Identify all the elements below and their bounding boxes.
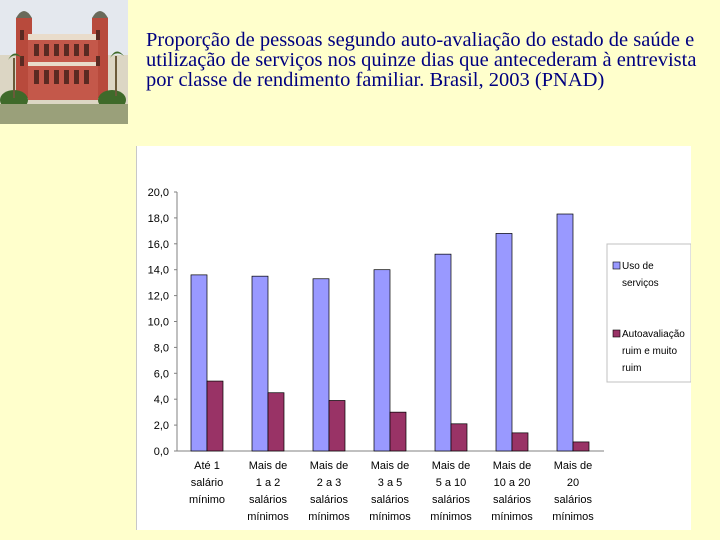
x-tick-label: Mais de (493, 460, 532, 472)
legend-box (606, 243, 692, 383)
x-tick-label: Até 1 (194, 460, 220, 472)
x-tick-label: salários (432, 494, 470, 506)
x-tick-label: 5 a 10 (436, 477, 467, 489)
y-tick-label: 14,0 (148, 265, 169, 277)
bar-uso-de-servicos (251, 275, 269, 452)
x-tick-label: Mais de (554, 460, 593, 472)
x-tick-label: 10 a 20 (494, 477, 531, 489)
x-tick-label: 20 (567, 477, 579, 489)
x-tick-label: mínimos (552, 511, 594, 523)
page-title: Proporção de pessoas segundo auto-avalia… (146, 29, 697, 91)
x-tick-label: 2 a 3 (317, 477, 341, 489)
x-tick-label: mínimos (369, 511, 411, 523)
legend-label: serviços (622, 278, 659, 289)
x-tick-label: salários (493, 494, 531, 506)
bar-uso-de-servicos (556, 213, 574, 452)
bar-autoavaliacao (572, 441, 590, 452)
x-tick-label: mínimo (189, 494, 225, 506)
y-tick-label: 12,0 (148, 291, 169, 303)
bar-chart: 0,0 2,0 4,0 6,0 8,0 10,0 12,0 14,0 16,0 18,0 20,0 A… (148, 187, 692, 523)
y-tick-label: 20,0 (148, 187, 169, 199)
bar-autoavaliacao (206, 380, 224, 452)
y-tick-label: 4,0 (154, 394, 169, 406)
x-tick-label: mínimos (491, 511, 533, 523)
x-tick-label: Mais de (310, 460, 349, 472)
y-tick-label: 10,0 (148, 317, 169, 329)
x-tick-label: mínimos (430, 511, 472, 523)
y-tick-label: 2,0 (154, 420, 169, 432)
bar-uso-de-servicos (373, 269, 391, 452)
x-tick-label: Mais de (249, 460, 288, 472)
y-tick-label: 16,0 (148, 239, 169, 251)
x-tick-label: salários (554, 494, 592, 506)
x-tick-label: salários (310, 494, 348, 506)
legend-label: ruim (622, 363, 641, 374)
x-tick-label: Mais de (432, 460, 471, 472)
legend-label: ruim e muito (622, 346, 677, 357)
building-photo-icon (0, 0, 128, 124)
bar-autoavaliacao (328, 400, 346, 452)
y-tick-label: 0,0 (154, 446, 169, 458)
legend-label: Autoavaliação (622, 329, 685, 340)
legend-swatch-uso (612, 261, 621, 270)
bar-autoavaliacao (389, 411, 407, 452)
y-tick-label: 6,0 (154, 368, 169, 380)
chart-panel: 0,0 2,0 4,0 6,0 8,0 10,0 12,0 14,0 16,0 18,0 20,0 A… (136, 146, 692, 530)
y-tick-label: 18,0 (148, 213, 169, 225)
legend-swatch-auto (612, 329, 621, 338)
bar-autoavaliacao (267, 392, 285, 452)
y-tick-label: 8,0 (154, 342, 169, 354)
x-tick-label: 3 a 5 (378, 477, 402, 489)
x-tick-label: mínimos (247, 511, 289, 523)
logo-building-photo (0, 0, 128, 124)
bar-autoavaliacao (511, 432, 529, 452)
x-tick-label: mínimos (308, 511, 350, 523)
x-tick-label: 1 a 2 (256, 477, 280, 489)
x-tick-label: Mais de (371, 460, 410, 472)
bar-uso-de-servicos (190, 274, 208, 452)
x-tick-label: salário (191, 477, 223, 489)
x-tick-label: salários (249, 494, 287, 506)
bar-autoavaliacao (450, 423, 468, 452)
bar-uso-de-servicos (312, 278, 330, 452)
bar-uso-de-servicos (495, 233, 513, 452)
bar-uso-de-servicos (434, 253, 452, 452)
x-tick-label: salários (371, 494, 409, 506)
legend-label: Uso de (622, 261, 654, 272)
